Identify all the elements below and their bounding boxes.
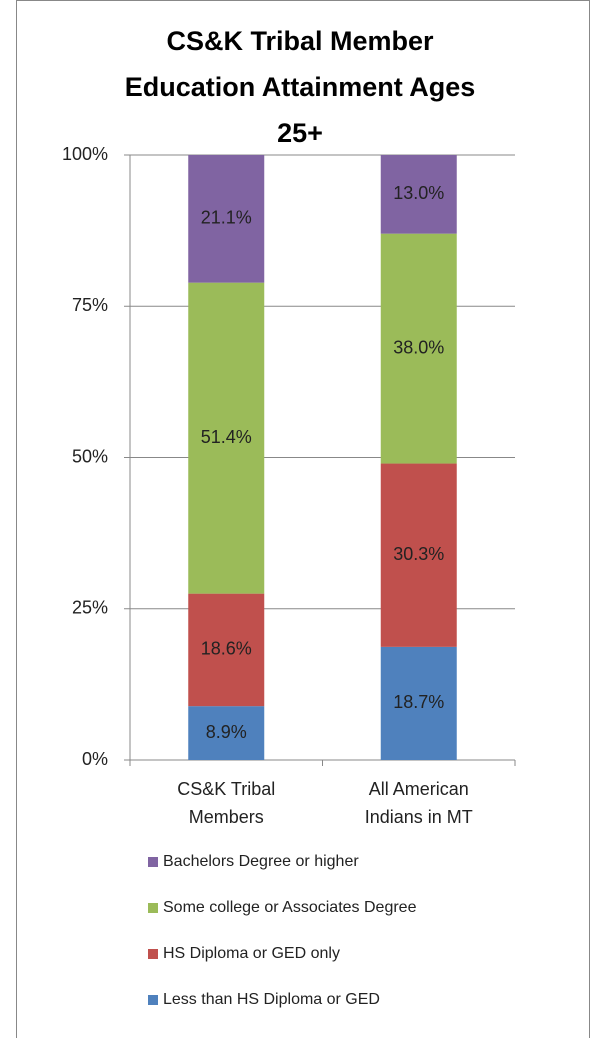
x-tick-label: CS&K Tribal Members bbox=[177, 779, 276, 827]
data-label: 13.0% bbox=[393, 183, 444, 203]
bar-segment bbox=[380, 646, 457, 760]
bar-segment bbox=[188, 155, 265, 283]
y-tick-label: 100% bbox=[62, 144, 108, 164]
bar-segment bbox=[188, 282, 265, 594]
legend-label: HS Diploma or GED only bbox=[163, 945, 340, 962]
data-label: 51.4% bbox=[201, 427, 252, 447]
chart-title: CS&K Tribal Member Education Attainment … bbox=[124, 26, 476, 148]
y-tick-label: 75% bbox=[72, 295, 108, 315]
legend-swatch bbox=[148, 949, 158, 959]
legend-label: Less than HS Diploma or GED bbox=[163, 991, 380, 1008]
legend-label: Bachelors Degree or higher bbox=[163, 853, 359, 870]
data-label: 8.9% bbox=[206, 722, 247, 742]
bar-segment bbox=[188, 593, 265, 707]
data-label: 18.6% bbox=[201, 639, 252, 659]
y-tick-label: 50% bbox=[72, 446, 108, 466]
bar-segment bbox=[188, 706, 265, 760]
data-label: 38.0% bbox=[393, 337, 444, 357]
data-label: 21.1% bbox=[201, 208, 252, 228]
legend-label: Some college or Associates Degree bbox=[163, 899, 417, 916]
bar-segment bbox=[380, 463, 457, 647]
data-label: 18.7% bbox=[393, 692, 444, 712]
bar-segment bbox=[380, 155, 457, 234]
bar-segment bbox=[380, 233, 457, 464]
y-tick-label: 25% bbox=[72, 598, 108, 618]
y-tick-label: 0% bbox=[82, 749, 108, 769]
chart-border bbox=[16, 0, 590, 1038]
legend-swatch bbox=[148, 903, 158, 913]
legend-swatch bbox=[148, 995, 158, 1005]
data-label: 30.3% bbox=[393, 544, 444, 564]
x-tick-label: All American Indians in MT bbox=[364, 779, 473, 827]
legend-swatch bbox=[148, 857, 158, 867]
